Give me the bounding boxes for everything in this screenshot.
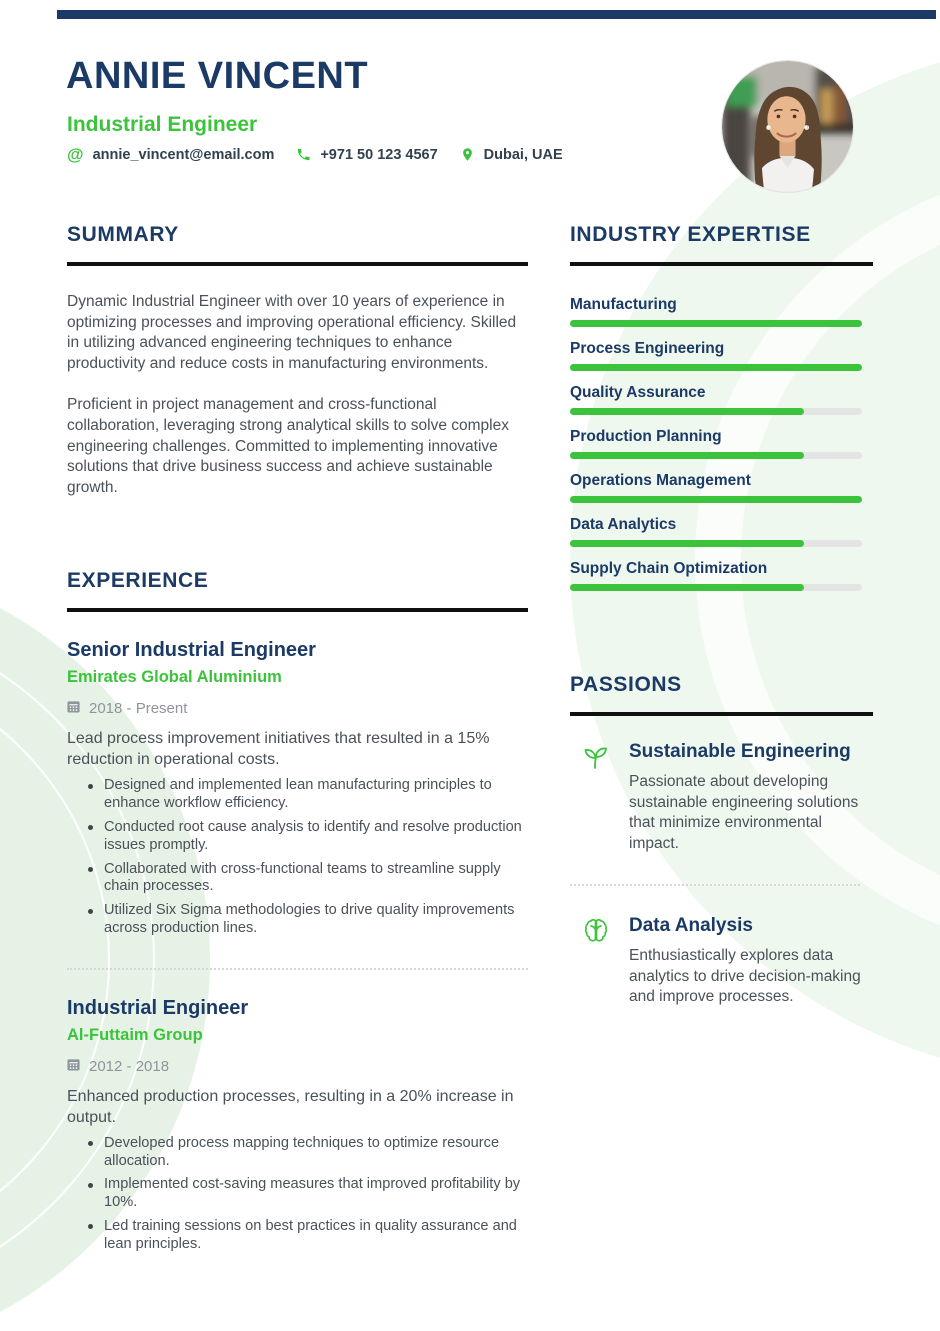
skill-bar-track xyxy=(570,408,862,415)
passion-list: Sustainable Engineering Passionate about… xyxy=(570,740,873,1008)
job-bullet: Designed and implemented lean manufactur… xyxy=(67,777,528,813)
skill-item: Supply Chain Optimization xyxy=(570,559,873,591)
summary-heading: SUMMARY xyxy=(67,223,179,246)
brain-icon xyxy=(582,916,610,944)
job-bullet: Collaborated with cross-functional teams… xyxy=(67,861,528,897)
skill-bar-track xyxy=(570,364,862,371)
dotted-divider xyxy=(570,884,860,886)
experience-section: EXPERIENCE Senior Industrial Engineer Em… xyxy=(67,568,528,1253)
passion-item: Sustainable Engineering Passionate about… xyxy=(570,740,873,854)
job-company: Al-Futtaim Group xyxy=(67,1025,203,1044)
dotted-divider xyxy=(67,967,528,970)
calendar-icon xyxy=(67,700,80,718)
skill-bar-fill xyxy=(570,496,862,503)
job-bullets: Designed and implemented lean manufactur… xyxy=(67,777,528,937)
at-icon: @ xyxy=(67,145,84,164)
location-value: Dubai, UAE xyxy=(483,146,563,163)
skill-item: Process Engineering xyxy=(570,339,873,371)
skill-bar-track xyxy=(570,320,862,327)
skill-bar-track xyxy=(570,452,862,459)
seedling-icon xyxy=(582,742,610,770)
person-name: ANNIE VINCENT xyxy=(66,55,369,97)
job-summary: Lead process improvement initiatives tha… xyxy=(67,730,490,769)
passion-title: Sustainable Engineering xyxy=(629,741,851,762)
contact-row: @ annie_vincent@email.com +971 50 123 45… xyxy=(67,146,563,163)
skill-label: Data Analytics xyxy=(570,516,677,533)
summary-rule xyxy=(67,262,528,266)
skill-bar-fill xyxy=(570,320,862,327)
passion-description: Enthusiastically explores data analytics… xyxy=(629,947,861,1005)
phone-value: +971 50 123 4567 xyxy=(320,146,438,163)
contact-phone: +971 50 123 4567 xyxy=(296,146,438,163)
skill-bar-fill xyxy=(570,452,804,459)
skill-label: Process Engineering xyxy=(570,340,725,357)
experience-rule xyxy=(67,608,528,613)
right-column: INDUSTRY EXPERTISE Manufacturing Process… xyxy=(570,222,873,1008)
summary-paragraph: Dynamic Industrial Engineer with over 10… xyxy=(67,293,517,372)
job-summary: Enhanced production processes, resulting… xyxy=(67,1087,514,1126)
passion-item: Data Analysis Enthusiastically explores … xyxy=(570,914,873,1008)
skill-bar-track xyxy=(570,496,862,503)
job-date-row: 2018 - Present xyxy=(67,700,528,718)
job-title: Industrial Engineer xyxy=(67,996,249,1019)
passion-title: Data Analysis xyxy=(629,915,753,936)
skill-item: Quality Assurance xyxy=(570,383,873,415)
experience-heading: EXPERIENCE xyxy=(67,569,209,593)
skill-bar-track xyxy=(570,540,862,547)
skill-label: Quality Assurance xyxy=(570,384,706,401)
skill-label: Operations Management xyxy=(570,472,751,489)
job-title: Senior Industrial Engineer xyxy=(67,639,316,662)
phone-icon xyxy=(296,147,311,162)
skill-bar-fill xyxy=(570,584,804,591)
job-bullet: Implemented cost-saving measures that im… xyxy=(67,1176,528,1212)
skill-item: Data Analytics xyxy=(570,515,873,547)
passions-section: PASSIONS Sustainable Engineering Passion… xyxy=(570,672,873,1008)
skill-bar-track xyxy=(570,584,862,591)
job-bullet: Led training sessions on best practices … xyxy=(67,1218,528,1254)
passion-text: Data Analysis Enthusiastically explores … xyxy=(629,914,873,1008)
expertise-section: INDUSTRY EXPERTISE Manufacturing Process… xyxy=(570,222,873,591)
job-entry: Senior Industrial Engineer Emirates Glob… xyxy=(67,638,528,937)
job-bullet: Utilized Six Sigma methodologies to driv… xyxy=(67,902,528,938)
contact-email: @ annie_vincent@email.com xyxy=(67,146,274,163)
passion-description: Passionate about developing sustainable … xyxy=(629,773,859,852)
summary-paragraph: Proficient in project management and cro… xyxy=(67,396,509,496)
skill-item: Manufacturing xyxy=(570,295,873,327)
job-date-row: 2012 - 2018 xyxy=(67,1058,528,1076)
job-dates: 2018 - Present xyxy=(89,700,188,718)
expertise-rule xyxy=(570,262,873,266)
job-entry: Industrial Engineer Al-Futtaim Group 201… xyxy=(67,996,528,1254)
job-bullets: Developed process mapping techniques to … xyxy=(67,1135,528,1254)
top-accent-bar xyxy=(57,10,936,19)
job-bullet: Developed process mapping techniques to … xyxy=(67,1135,528,1171)
skill-label: Production Planning xyxy=(570,428,722,445)
skill-label: Manufacturing xyxy=(570,296,677,313)
job-company: Emirates Global Aluminium xyxy=(67,668,282,687)
job-bullet: Conducted root cause analysis to identif… xyxy=(67,819,528,855)
skill-label: Supply Chain Optimization xyxy=(570,560,768,577)
skill-item: Production Planning xyxy=(570,427,873,459)
email-value: annie_vincent@email.com xyxy=(92,146,275,163)
passions-rule xyxy=(570,712,873,716)
passions-heading: PASSIONS xyxy=(570,673,682,696)
job-list: Senior Industrial Engineer Emirates Glob… xyxy=(67,638,528,1253)
profile-photo xyxy=(722,61,853,192)
skill-bar-fill xyxy=(570,408,804,415)
summary-section: SUMMARY Dynamic Industrial Engineer with… xyxy=(67,222,528,498)
calendar-icon xyxy=(67,1058,80,1076)
expertise-heading: INDUSTRY EXPERTISE xyxy=(570,223,811,246)
skill-list: Manufacturing Process Engineering Qualit… xyxy=(570,295,873,591)
person-job-title: Industrial Engineer xyxy=(67,113,258,136)
location-pin-icon xyxy=(460,147,475,162)
skill-bar-fill xyxy=(570,364,862,371)
passion-text: Sustainable Engineering Passionate about… xyxy=(629,740,873,854)
left-column: SUMMARY Dynamic Industrial Engineer with… xyxy=(67,222,528,1260)
skill-bar-fill xyxy=(570,540,804,547)
contact-location: Dubai, UAE xyxy=(460,147,563,163)
skill-item: Operations Management xyxy=(570,471,873,503)
job-dates: 2012 - 2018 xyxy=(89,1057,170,1075)
